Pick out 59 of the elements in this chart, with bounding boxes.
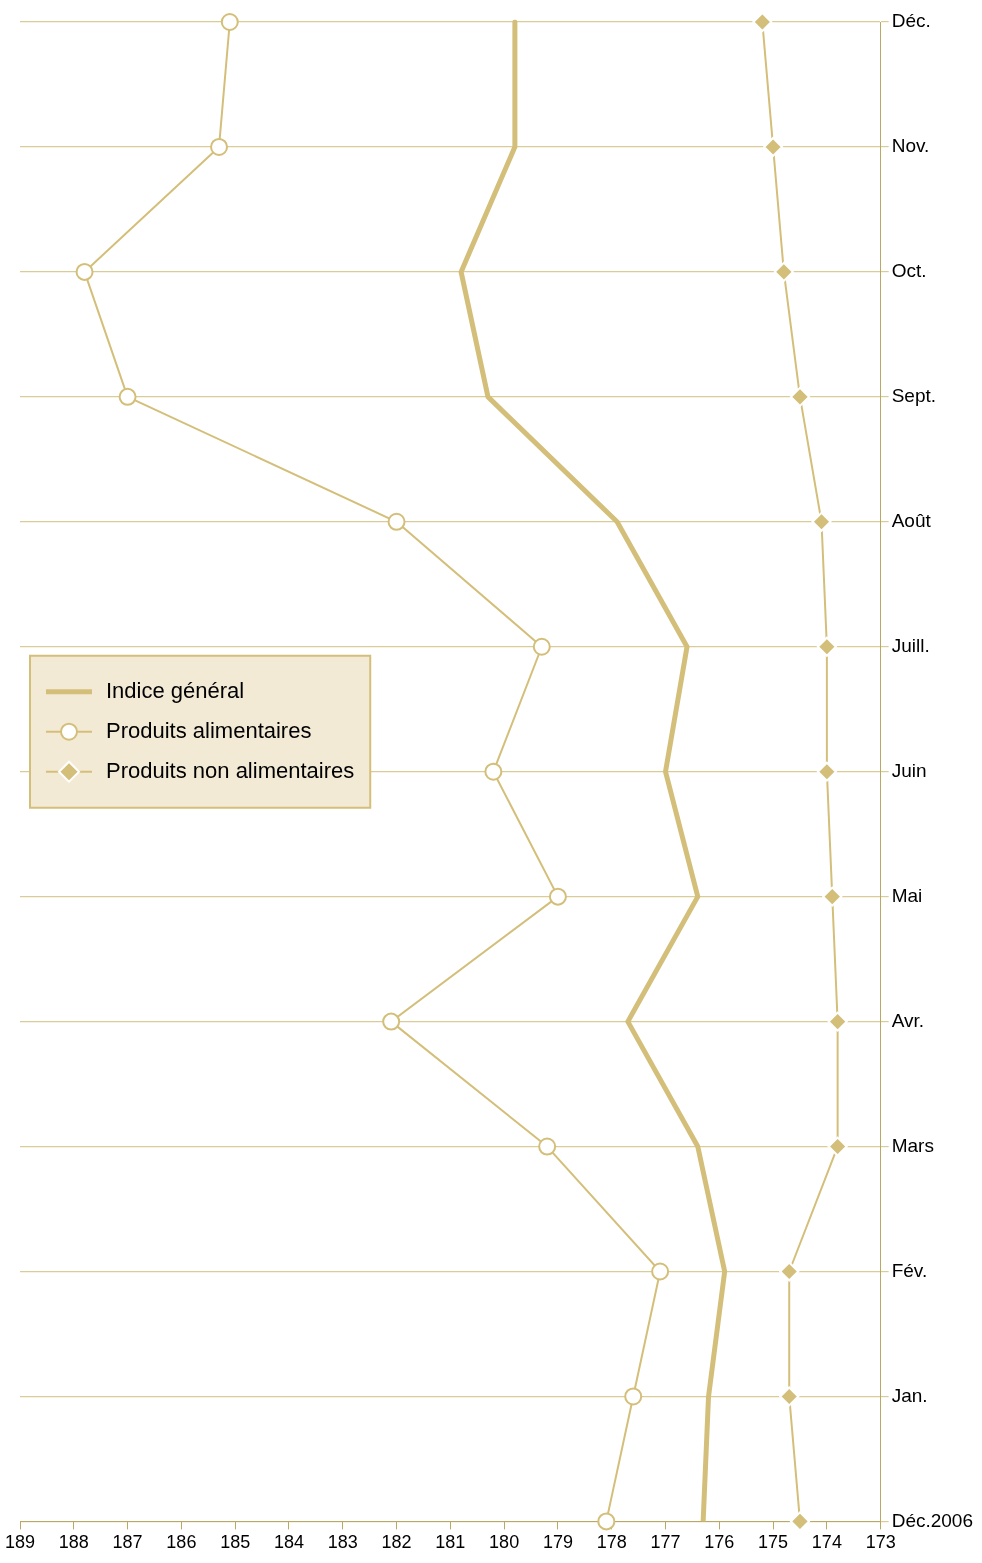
point [548, 887, 567, 906]
y-tick-label: Déc. [891, 10, 931, 32]
y-tick-label: Oct. [891, 260, 927, 282]
point [816, 761, 837, 782]
legend-label: Indice général [106, 677, 245, 703]
y-tick-label: Déc.2006 [891, 1509, 974, 1531]
x-tick-label: 175 [758, 1532, 789, 1553]
x-tick-label: 184 [273, 1532, 304, 1553]
point [484, 762, 503, 781]
point [597, 1512, 616, 1531]
point [538, 1137, 557, 1156]
y-tick-label: Juin [891, 759, 927, 781]
x-tick-label: 176 [704, 1532, 735, 1553]
point [752, 12, 773, 32]
x-tick-label: 185 [220, 1532, 251, 1553]
point [773, 261, 794, 282]
point [816, 636, 837, 657]
point [651, 1262, 670, 1281]
point [789, 386, 810, 407]
y-tick-label: Août [891, 510, 932, 532]
point [779, 1386, 800, 1407]
legend-label: Produits alimentaires [106, 717, 312, 743]
x-tick-label: 181 [435, 1532, 466, 1553]
x-tick-label: 178 [596, 1532, 627, 1553]
x-tick-label: 186 [166, 1532, 197, 1553]
y-tick-label: Fév. [891, 1259, 928, 1281]
point [822, 886, 843, 907]
point [779, 1261, 800, 1282]
x-tick-label: 179 [542, 1532, 573, 1553]
point [75, 262, 94, 281]
x-tick-label: 173 [865, 1532, 896, 1553]
point [382, 1012, 401, 1031]
x-tick-label: 174 [811, 1532, 842, 1553]
y-tick-label: Juill. [891, 634, 930, 656]
point [624, 1387, 643, 1406]
point [387, 512, 406, 531]
x-tick-label: 189 [4, 1532, 36, 1553]
x-tick-label: 182 [381, 1532, 412, 1553]
y-tick-label: Avr. [891, 1009, 925, 1031]
point [763, 136, 784, 157]
x-tick-label: 180 [489, 1532, 520, 1553]
point [220, 13, 239, 31]
y-tick-label: Mars [891, 1134, 934, 1156]
point [532, 637, 551, 656]
y-tick-label: Mai [891, 884, 923, 906]
x-tick-label: 188 [58, 1532, 89, 1553]
point [210, 137, 229, 156]
point [811, 511, 832, 532]
point [118, 387, 137, 406]
point [789, 1511, 810, 1532]
x-tick-label: 177 [650, 1532, 681, 1553]
y-tick-label: Jan. [891, 1384, 928, 1406]
point [827, 1136, 848, 1157]
x-tick-label: 183 [327, 1532, 358, 1553]
point [827, 1011, 848, 1032]
y-tick-label: Sept. [891, 385, 937, 407]
legend-label: Produits non alimentaires [106, 757, 355, 783]
y-tick-label: Nov. [891, 135, 930, 157]
x-tick-label: 187 [112, 1532, 143, 1553]
